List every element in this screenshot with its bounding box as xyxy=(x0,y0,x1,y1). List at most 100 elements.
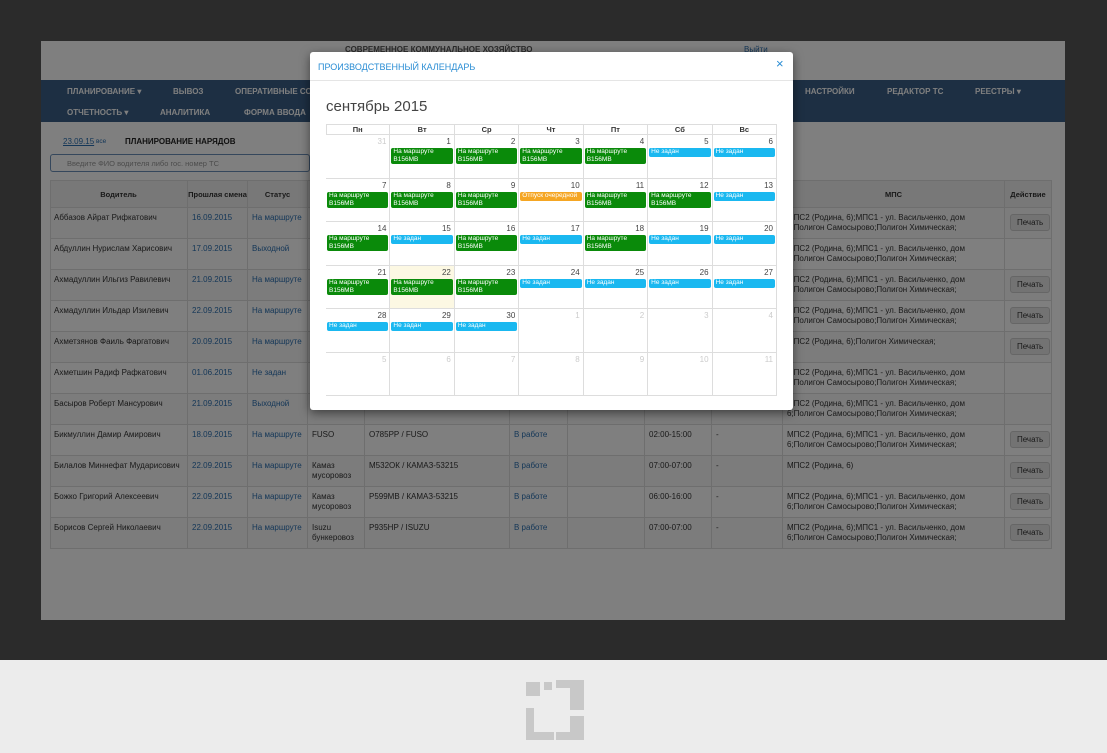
calendar-event[interactable]: Не задан xyxy=(391,235,453,244)
day-number: 15 xyxy=(441,224,451,233)
calendar-event[interactable]: На маршруте В156МВ xyxy=(584,148,647,164)
day-cell: 14 На маршруте В156МВ xyxy=(326,222,391,266)
calendar-event[interactable]: Не задан xyxy=(649,278,711,288)
event-status: Не задан xyxy=(522,278,550,286)
modal-divider xyxy=(310,80,793,81)
calendar-event[interactable]: Не задан xyxy=(520,235,582,244)
day-cell: 21 На маршруте В156МВ xyxy=(326,265,391,309)
day-number: 1 xyxy=(446,137,451,146)
logo xyxy=(526,680,584,740)
day-cell: 9 На маршруте В156МВ xyxy=(454,178,520,222)
day-cell: 13 Не задан xyxy=(712,178,777,222)
calendar-event[interactable]: На маршруте В156МВ xyxy=(649,191,711,208)
event-status: Не задан xyxy=(715,235,744,242)
day-cell: 16 На маршруте В156МВ xyxy=(454,222,520,266)
event-plate: В156МВ xyxy=(393,156,419,163)
day-number: 9 xyxy=(510,180,516,190)
day-number: 3 xyxy=(704,311,709,320)
day-cell: 31 xyxy=(326,135,391,179)
event-plate: В156МВ xyxy=(586,156,612,163)
calendar-event[interactable]: На маршруте В156МВ xyxy=(455,191,518,208)
calendar-event[interactable]: Не задан xyxy=(713,148,775,157)
event-status: На маршруте xyxy=(586,148,628,155)
event-status: Не задан xyxy=(651,235,679,242)
event-plate: В156МВ xyxy=(586,243,612,250)
day-cell: 24 Не задан xyxy=(519,265,584,309)
day-cell: 6 Не задан xyxy=(712,135,777,179)
event-status: Не задан xyxy=(715,278,744,286)
day-number: 18 xyxy=(635,224,645,233)
day-cell: 28 Не задан xyxy=(326,309,391,353)
event-plate: В156МВ xyxy=(393,199,419,207)
calendar-event[interactable]: Отпуск очередной xyxy=(520,191,582,201)
day-cell: 7 На маршруте В156МВ xyxy=(326,178,391,222)
calendar-event[interactable]: На маршруте В156МВ xyxy=(327,235,389,251)
event-status: На маршруте xyxy=(457,278,499,286)
event-status: На маршруте xyxy=(393,148,434,155)
day-number: 7 xyxy=(381,180,387,190)
day-number: 17 xyxy=(570,224,580,233)
calendar-event[interactable]: На маршруте В156МВ xyxy=(520,148,582,164)
event-plate: В156МВ xyxy=(586,199,612,207)
calendar-event[interactable]: На маршруте В156МВ xyxy=(391,191,453,208)
calendar-event[interactable]: На маршруте В156МВ xyxy=(455,148,518,164)
day-cell: 3 На маршруте В156МВ xyxy=(519,135,584,179)
day-cell: 3 xyxy=(648,309,713,353)
day-cell: 18 На маршруте В156МВ xyxy=(583,222,649,266)
weekday-label: Пн xyxy=(326,124,391,135)
calendar-event[interactable]: Не задан xyxy=(327,322,389,331)
day-cell: 4 На маршруте В156МВ xyxy=(583,135,649,179)
day-cell: 22 На маршруте В156МВ xyxy=(390,265,455,309)
event-status: Не задан xyxy=(651,148,679,155)
modal-title: ПРОИЗВОДСТВЕННЫЙ КАЛЕНДАРЬ xyxy=(318,62,476,72)
calendar-event[interactable]: На маршруте В156МВ xyxy=(584,235,647,251)
day-number: 10 xyxy=(699,354,709,364)
day-cell: 9 xyxy=(583,352,649,396)
event-status: Не задан xyxy=(522,235,550,242)
day-cell: 25 Не задан xyxy=(583,265,649,309)
calendar-event[interactable]: Не задан xyxy=(520,278,582,288)
calendar-event[interactable]: На маршруте В156МВ xyxy=(584,191,647,208)
event-status: На маршруте xyxy=(393,191,434,199)
event-status: На маршруте xyxy=(522,148,563,155)
day-number: 25 xyxy=(635,267,645,277)
calendar-event[interactable]: Не задан xyxy=(713,235,775,244)
day-number: 30 xyxy=(506,311,516,320)
day-number: 22 xyxy=(441,267,451,277)
day-number: 2 xyxy=(510,137,516,146)
close-button[interactable]: × xyxy=(776,56,784,71)
weekday-label: Сб xyxy=(648,124,713,135)
calendar-event[interactable]: На маршруте В156МВ xyxy=(391,148,453,164)
calendar-event[interactable]: Не задан xyxy=(391,322,453,331)
event-status: Не задан xyxy=(393,322,422,329)
weekday-label: Ср xyxy=(454,124,520,135)
day-number: 2 xyxy=(639,311,645,320)
day-cell: 12 На маршруте В156МВ xyxy=(648,178,713,222)
weekday-label: Пт xyxy=(583,124,649,135)
day-number: 6 xyxy=(768,137,773,146)
calendar-event[interactable]: На маршруте В156МВ xyxy=(391,278,453,295)
event-status: Не задан xyxy=(586,278,615,286)
calendar-event[interactable]: На маршруте В156МВ xyxy=(327,191,389,208)
calendar-event[interactable]: Не задан xyxy=(713,278,775,288)
day-number: 19 xyxy=(699,224,709,233)
day-number: 7 xyxy=(510,354,516,364)
calendar-event[interactable]: На маршруте В156МВ xyxy=(327,278,389,295)
day-number: 16 xyxy=(506,224,516,233)
day-number: 3 xyxy=(575,137,580,146)
calendar-event[interactable]: Не задан xyxy=(455,322,518,331)
event-plate: В156МВ xyxy=(651,199,677,207)
day-cell: 27 Не задан xyxy=(712,265,777,309)
calendar-event[interactable]: Не задан xyxy=(584,278,647,288)
day-cell: 5 xyxy=(326,352,391,396)
day-number: 31 xyxy=(377,137,387,146)
event-plate: В156МВ xyxy=(457,156,483,163)
event-status: На маршруте xyxy=(329,235,370,242)
event-status: На маршруте xyxy=(393,278,434,286)
calendar-event[interactable]: Не задан xyxy=(713,191,775,201)
calendar-event[interactable]: Не задан xyxy=(649,148,711,157)
calendar-event[interactable]: На маршруте В156МВ xyxy=(455,278,518,295)
calendar-event[interactable]: На маршруте В156МВ xyxy=(455,235,518,251)
calendar-event[interactable]: Не задан xyxy=(649,235,711,244)
